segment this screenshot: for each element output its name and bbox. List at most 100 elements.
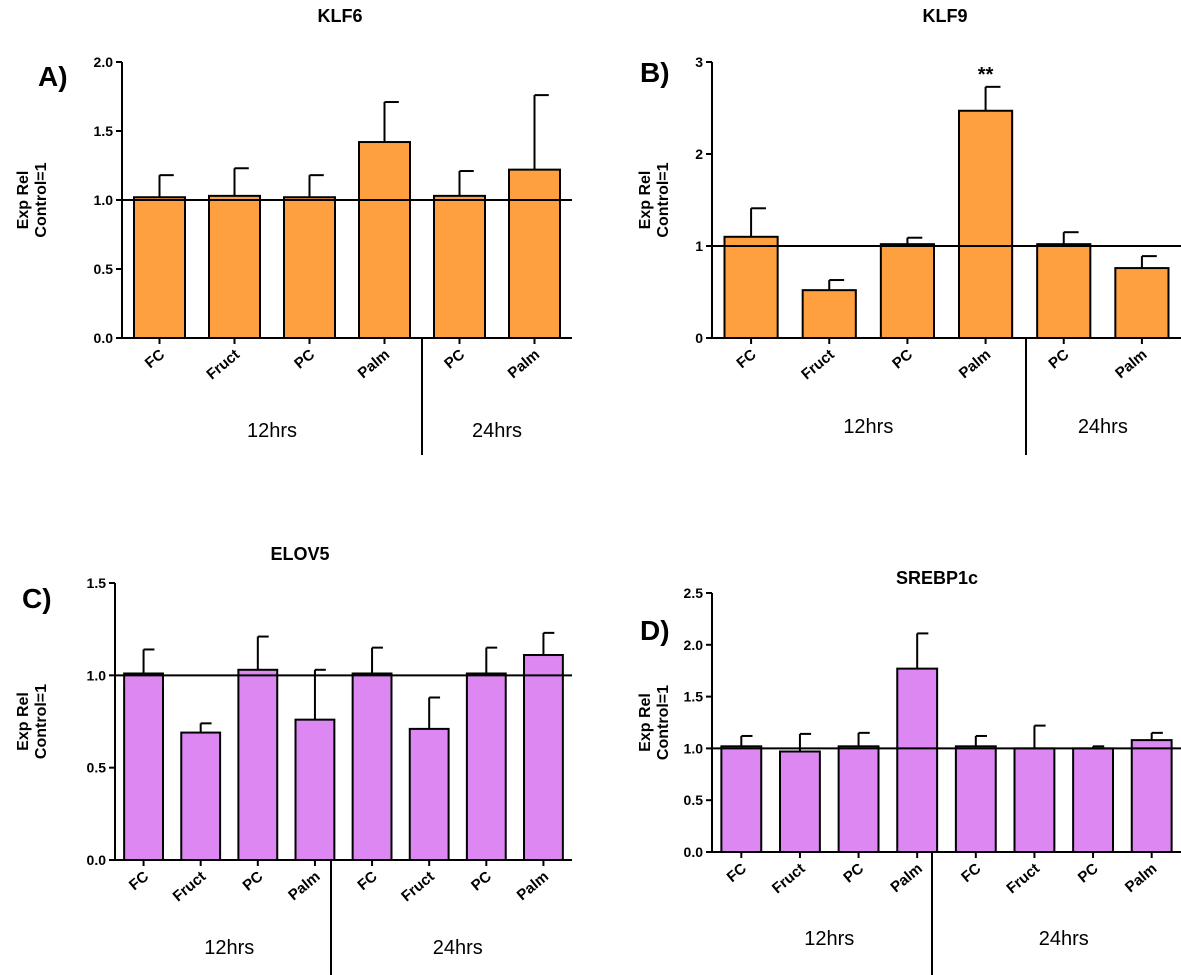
bar [508,168,561,339]
y-tick-label: 3 [695,54,703,70]
bar [723,235,779,339]
y-tick-label: 1.0 [94,192,114,208]
panel-label: C) [22,583,52,614]
panel-label: D) [640,615,670,646]
group-label-24hrs: 24hrs [1078,416,1128,438]
y-axis-title: Exp Rel [15,692,32,751]
y-tick-label: 0.5 [94,261,114,277]
y-tick-label: 2.5 [684,585,704,601]
x-tick-label: Fruct [203,346,243,383]
chart-title: ELOV5 [270,544,329,564]
y-tick-label: 1.5 [684,689,704,705]
group-label-12hrs: 12hrs [843,416,893,438]
bar [294,718,336,861]
bar [433,194,486,339]
y-axis-title: Control=1 [33,162,50,237]
x-tick-label: Fruct [798,346,838,383]
y-axis-title: Control=1 [655,162,672,237]
panel-0: KLF6 A) Exp Rel Control=1 0.0 0.5 1.0 1.5 2.0 FC F… [15,6,572,455]
y-tick-label: 2 [695,146,703,162]
x-tick-label: Palm [956,346,994,382]
x-tick-label: FC [126,868,152,894]
x-tick-label: PC [441,346,468,373]
x-tick-label: Palm [505,346,543,382]
chart-title: SREBP1c [896,568,978,588]
x-tick-label: PC [468,868,495,895]
group-label-24hrs: 24hrs [472,420,522,442]
y-tick-label: 0.0 [684,844,704,860]
x-tick-label: FC [958,860,984,886]
bar [351,672,393,862]
x-tick-label: Palm [887,860,925,896]
bar [408,727,450,861]
y-axis-title: Exp Rel [15,171,32,230]
bar [358,141,411,339]
x-tick-label: Fruct [398,868,438,905]
group-label-12hrs: 12hrs [804,928,854,950]
group-label-12hrs: 12hrs [204,937,254,959]
group-label-24hrs: 24hrs [433,937,483,959]
panel-3: SREBP1c D) Exp Rel Control=1 0.0 0.5 1.0 1.5 2.0… [637,568,1181,975]
x-tick-label: Palm [285,868,323,904]
x-tick-label: Palm [514,868,552,904]
x-tick-label: PC [239,868,266,895]
bar [896,667,939,853]
x-tick-label: FC [724,860,750,886]
bar [1072,747,1114,854]
y-tick-label: 1.0 [87,667,107,683]
bar [523,654,564,862]
x-tick-label: Fruct [1003,860,1043,897]
x-tick-label: Palm [1112,346,1150,382]
bar [879,243,935,339]
x-tick-label: PC [1075,860,1102,887]
chart-title: KLF6 [318,6,363,26]
x-tick-label: PC [889,346,916,373]
y-tick-label: 1 [695,238,703,254]
bar [837,745,880,853]
bar [133,196,186,339]
bar [801,289,857,340]
bar [237,668,279,861]
y-tick-label: 1.5 [87,575,107,591]
y-axis-title: Exp Rel [637,171,654,230]
y-tick-label: 0 [695,330,703,346]
bar [465,672,507,862]
bar [720,745,763,853]
x-tick-label: FC [733,346,759,372]
y-tick-label: 1.5 [94,123,114,139]
bar [779,750,821,853]
group-label-12hrs: 12hrs [247,420,297,442]
x-tick-label: FC [142,346,168,372]
bar [180,731,222,862]
x-tick-label: Palm [355,346,393,382]
y-tick-label: 0.0 [87,852,107,868]
panel-2: ELOV5 C) Exp Rel Control=1 0.0 0.5 1.0 1.5 FC Fru… [15,544,572,975]
chart-title: KLF9 [923,6,968,26]
bar [208,194,261,339]
group-label-24hrs: 24hrs [1039,928,1089,950]
y-axis-title: Exp Rel [637,693,654,752]
y-tick-label: 1.0 [684,740,704,756]
bar [1013,747,1056,854]
x-tick-label: Palm [1122,860,1160,896]
x-tick-label: Fruct [170,868,210,905]
x-tick-label: FC [354,868,380,894]
bar [954,745,997,853]
y-tick-label: 2.0 [94,54,114,70]
panel-1: KLF9 B) Exp Rel Control=1 ** 0 1 2 3 FC Fruct PC Pal… [637,6,1181,455]
y-tick-label: 0.5 [87,760,107,776]
x-tick-label: Fruct [769,860,809,897]
panel-label: B) [640,57,670,88]
significance-mark: ** [978,64,994,86]
y-tick-label: 0.0 [94,330,114,346]
panel-label: A) [38,61,68,92]
bar [283,196,336,339]
y-tick-label: 2.0 [684,637,704,653]
bar [1036,243,1092,339]
y-tick-label: 0.5 [684,792,704,808]
y-axis-title: Control=1 [655,685,672,760]
bar [958,109,1014,340]
x-tick-label: PC [291,346,318,373]
y-axis-title: Control=1 [33,684,50,759]
